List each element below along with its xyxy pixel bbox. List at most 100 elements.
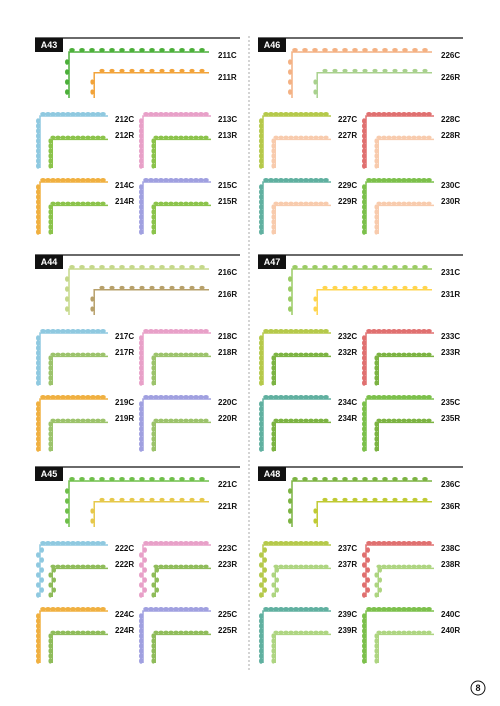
leaf (99, 68, 105, 73)
section-label: A45 (41, 469, 58, 479)
leaf (362, 153, 366, 159)
leaf (178, 395, 184, 399)
item-code: 236R (441, 502, 460, 511)
leaf (308, 541, 314, 545)
leaf (143, 541, 149, 545)
leaf (382, 497, 388, 502)
leaf (308, 135, 314, 140)
leaf (374, 143, 379, 149)
leaf (406, 564, 412, 569)
leaf (168, 395, 174, 399)
leaf (298, 135, 304, 140)
leaf (303, 178, 309, 182)
leaf (90, 112, 96, 116)
leaf (65, 395, 71, 399)
leaf (139, 199, 143, 205)
leaf (362, 431, 366, 437)
leaf (401, 201, 407, 206)
vine-stem (274, 633, 331, 663)
leaf (80, 178, 86, 182)
leaf (283, 418, 289, 423)
leaf (36, 199, 40, 205)
leaf (426, 178, 432, 182)
vine-stem (51, 355, 108, 385)
leaf (318, 630, 324, 635)
leaf (362, 184, 366, 190)
leaf (139, 572, 143, 578)
leaf (65, 276, 69, 282)
item-code: 224R (115, 626, 134, 635)
item-code: 217R (115, 348, 134, 357)
leaf (153, 395, 159, 399)
leaf (259, 355, 263, 361)
leaf (313, 564, 319, 569)
leaf (193, 630, 199, 635)
leaf (50, 352, 56, 357)
item-code: 215C (218, 181, 237, 190)
leaf (271, 153, 276, 159)
leaf (332, 497, 338, 502)
leaf (193, 135, 199, 140)
leaf (386, 329, 392, 333)
leaf (80, 201, 86, 206)
leaf (259, 446, 263, 452)
leaf (183, 329, 189, 333)
leaf (323, 352, 329, 357)
leaf (75, 329, 81, 333)
leaf (271, 426, 276, 432)
leaf (55, 607, 61, 611)
leaf (139, 345, 143, 351)
leaf (268, 178, 274, 182)
item-code: 238R (441, 560, 460, 569)
leaf (65, 306, 69, 312)
leaf (288, 112, 294, 116)
leaf (271, 360, 276, 366)
vine-stem (142, 544, 211, 597)
leaf (323, 112, 329, 116)
leaf (259, 638, 263, 644)
leaf (411, 607, 417, 611)
leaf (193, 395, 199, 399)
leaf (273, 329, 279, 333)
vine-stem (142, 398, 211, 451)
leaf (381, 630, 387, 635)
leaf (421, 564, 427, 569)
leaf (386, 541, 392, 545)
leaf (386, 201, 392, 206)
leaf (263, 541, 269, 545)
leaf (416, 352, 422, 357)
leaf (139, 133, 143, 139)
leaf (48, 648, 53, 654)
leaf (362, 163, 366, 169)
leaf (148, 329, 154, 333)
leaf (293, 607, 299, 611)
leaf (392, 477, 398, 481)
leaf (198, 112, 204, 116)
leaf (48, 436, 53, 442)
leaf (36, 658, 40, 664)
leaf (271, 138, 276, 144)
leaf (151, 648, 156, 654)
section: A44 216C 216R 217C 217R 218C 218R 219C 219R 220C 2… (35, 254, 240, 452)
leaf (52, 587, 57, 593)
leaf (80, 135, 86, 140)
leaf (155, 587, 160, 593)
leaf (313, 607, 319, 611)
leaf (278, 135, 284, 140)
item-code: 232R (338, 348, 357, 357)
leaf (371, 607, 377, 611)
leaf (36, 370, 40, 376)
leaf (85, 564, 91, 569)
leaf (421, 112, 427, 116)
leaf (151, 148, 156, 154)
leaf (371, 395, 377, 399)
leaf (159, 265, 165, 269)
leaf (374, 582, 379, 588)
leaf (70, 178, 76, 182)
leaf (188, 201, 194, 206)
leaf (362, 477, 368, 481)
leaf (143, 329, 149, 333)
leaf (153, 135, 159, 140)
leaf (198, 135, 204, 140)
leaf (421, 178, 427, 182)
